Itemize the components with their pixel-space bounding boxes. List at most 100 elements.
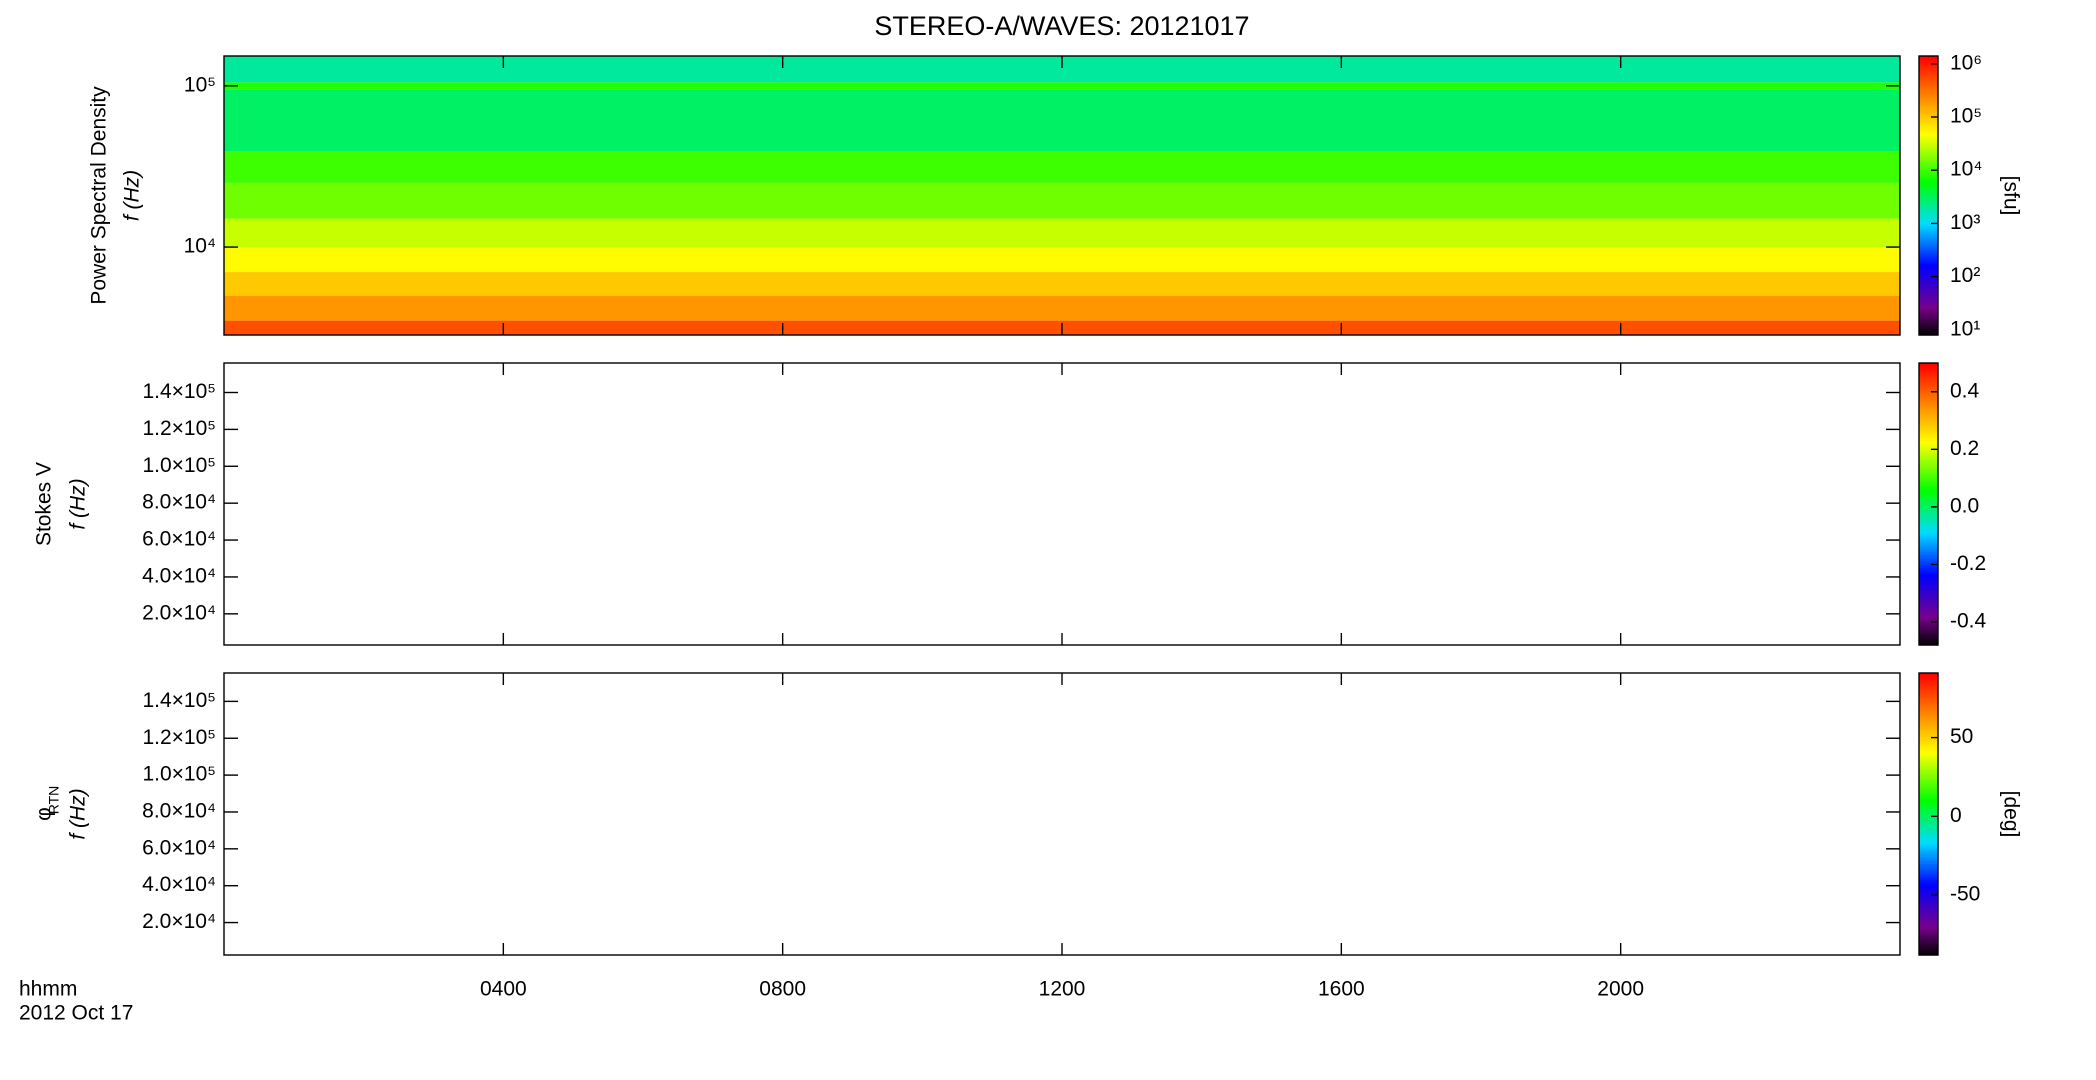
colorbar-cell [1919,410,1938,413]
colorbar-cell [1919,426,1938,430]
colorbar-cell [1919,412,1938,416]
colorbar-cell [1919,457,1938,460]
colorbar-cell [1919,795,1938,799]
colorbar-cell [1919,445,1938,449]
colorbar-tick-label: 10⁶ [1950,51,1982,74]
colorbar-cell [1919,438,1938,442]
colorbar-cell [1919,398,1938,402]
colorbar-tick-label: -0.4 [1950,610,1987,633]
colorbar-cell [1919,900,1938,904]
colorbar-cell [1919,221,1938,224]
colorbar-cell [1919,232,1938,236]
colorbar-cell [1919,832,1938,836]
colorbar-cell [1919,520,1938,524]
colorbar-tick-label: 0 [1950,804,1962,827]
colorbar-cell [1919,428,1938,432]
colorbar-cell [1919,107,1938,111]
colorbar-cell [1919,414,1938,418]
colorbar-cell [1919,489,1938,493]
colorbar-cell [1919,193,1938,197]
colorbar-cell [1919,475,1938,479]
colorbar-cell [1919,200,1938,204]
colorbar-cell [1919,738,1938,742]
colorbar-tick-label: 0.2 [1950,437,1979,460]
colorbar-cell [1919,797,1938,801]
colorbar-cell [1919,764,1938,768]
colorbar-cell [1919,276,1938,280]
colorbar-cell [1919,151,1938,155]
colorbar-cell [1919,258,1938,262]
colorbar-cell [1919,518,1938,522]
colorbar-cell [1919,88,1938,92]
colorbar-cell [1919,211,1938,215]
y-tick-label: 6.0×10⁴ [142,836,216,859]
colorbar-cell [1919,172,1938,176]
colorbar-cell [1919,130,1938,134]
colorbar-cell [1919,771,1938,775]
colorbar-cell [1919,72,1938,76]
colorbar-cell [1919,314,1938,317]
colorbar-cell [1919,922,1938,926]
colorbar-cell [1919,146,1938,150]
colorbar-cell [1919,300,1938,304]
colorbar-cell [1919,328,1938,331]
colorbar-cell [1919,142,1938,145]
colorbar-cell [1919,903,1938,907]
colorbar-cell [1919,381,1938,385]
colorbar-cell [1919,684,1938,688]
colorbar-cell [1919,720,1938,723]
colorbar-cell [1919,945,1938,949]
colorbar-cell [1919,67,1938,71]
colorbar-cell [1919,595,1938,599]
colorbar-cell [1919,230,1938,234]
colorbar-cell [1919,121,1938,125]
colorbar-cell [1919,499,1938,503]
colorbar-cell [1919,74,1938,78]
x-tick-label: 2000 [1597,978,1644,1001]
colorbar-cell [1919,802,1938,806]
colorbar-cell [1919,431,1938,435]
colorbar-cell [1919,391,1938,395]
colorbar-cell [1919,128,1938,131]
colorbar-cell [1919,788,1938,792]
y-axis-label: f (Hz) [67,478,90,529]
colorbar-cell [1919,915,1938,918]
colorbar-cell [1919,93,1938,97]
colorbar-cell [1919,316,1938,320]
colorbar-cell [1919,405,1938,409]
colorbar-cell [1919,877,1938,881]
colorbar-tick-label: 10¹ [1950,317,1980,340]
colorbar-cell [1919,605,1938,608]
colorbar-cell [1919,846,1938,850]
colorbar-cell [1919,104,1938,108]
colorbar-cell [1919,598,1938,601]
colorbar-cell [1919,297,1938,301]
colorbar-cell [1919,799,1938,803]
colorbar-cell [1919,872,1938,876]
colorbar-cell [1919,543,1938,547]
colorbar-cell [1919,612,1938,616]
colorbar-cell [1919,461,1938,465]
spectrogram-band [224,295,1900,321]
colorbar-cell [1919,931,1938,935]
colorbar-cell [1919,769,1938,773]
colorbar-cell [1919,123,1938,127]
colorbar-cell [1919,100,1938,104]
colorbar-cell [1919,109,1938,113]
colorbar-cell [1919,225,1938,229]
colorbar-cell [1919,943,1938,947]
colorbar-cell [1919,884,1938,888]
colorbar-cell [1919,214,1938,218]
colorbar-cell [1919,529,1938,533]
colorbar-cell [1919,870,1938,874]
x-tick-label: 1200 [1039,978,1086,1001]
x-tick-label: 1600 [1318,978,1365,1001]
colorbar-cell [1919,548,1938,552]
colorbar-cell [1919,579,1938,583]
y-tick-label: 2.0×10⁴ [142,910,216,933]
colorbar-cell [1919,952,1938,956]
colorbar-cell [1919,228,1938,231]
colorbar-cell [1919,435,1938,439]
colorbar-cell [1919,776,1938,780]
